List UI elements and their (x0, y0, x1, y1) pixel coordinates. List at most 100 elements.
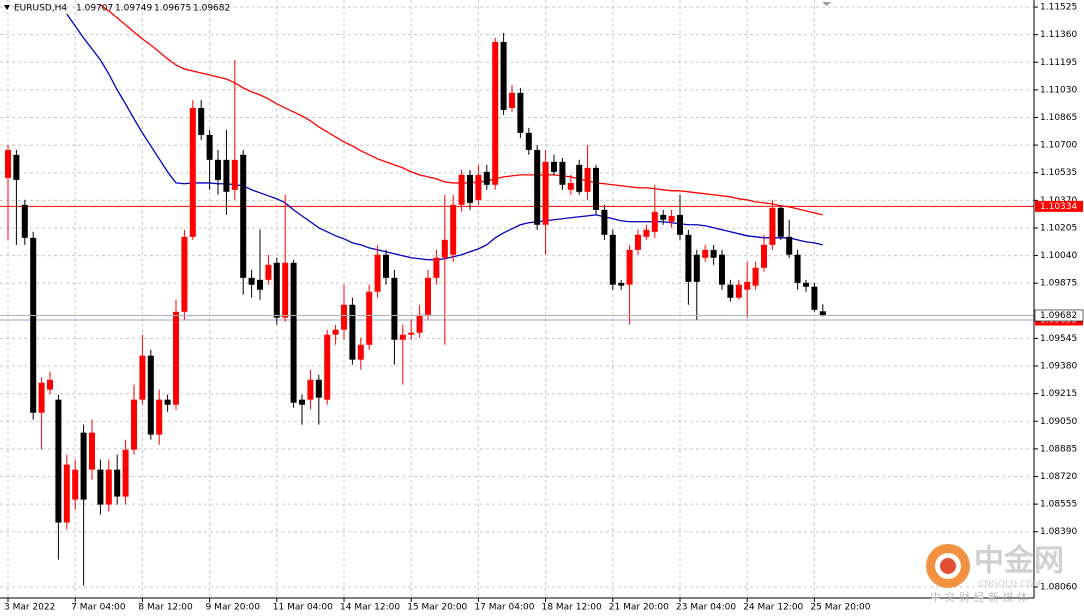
x-tick-label: 18 Mar 12:00 (542, 603, 602, 613)
y-tick-label: 1.09215 (1040, 389, 1077, 399)
candle-body (710, 249, 717, 258)
x-tick-label: 21 Mar 20:00 (609, 603, 669, 613)
candle-body (156, 399, 163, 435)
candle-body (139, 355, 146, 400)
candle-body (483, 171, 490, 185)
candle-body (408, 332, 415, 335)
candle-body (450, 204, 457, 255)
candle-body (786, 236, 793, 255)
bid-label-box (1034, 309, 1084, 322)
y-tick-label: 1.08720 (1040, 472, 1077, 482)
candle-body (89, 432, 95, 470)
candle-body (425, 277, 431, 315)
candle-body (198, 107, 205, 135)
x-tick-label: 11 Mar 04:00 (273, 603, 333, 613)
y-tick-label: 1.11195 (1040, 58, 1077, 68)
candle-body (366, 291, 373, 345)
candle-body (685, 234, 692, 282)
bid-label: 1.09682 (1040, 311, 1077, 321)
candle-body (341, 304, 347, 330)
candle-body (357, 344, 364, 360)
candle-body (189, 107, 196, 237)
candle-body (131, 399, 137, 450)
y-tick-label: 1.10205 (1040, 223, 1077, 233)
y-tick-label: 1.11030 (1040, 85, 1077, 95)
candle-body (72, 469, 79, 500)
candle-body (122, 449, 129, 497)
candle-body (643, 229, 650, 237)
candle-body (559, 161, 566, 185)
candle-body (349, 304, 356, 360)
plot-area (0, 0, 1034, 598)
candle-body (315, 379, 322, 398)
candle-body (651, 211, 658, 232)
y-tick-label: 1.10040 (1040, 251, 1077, 261)
candle-body (626, 249, 633, 285)
candle-body (38, 382, 45, 413)
y-tick-label: 1.11525 (1040, 3, 1077, 13)
candle-body (391, 277, 398, 340)
candle-body (273, 262, 280, 318)
candle-body (492, 42, 499, 185)
y-tick-label: 1.10700 (1040, 141, 1077, 151)
x-tick-label: 24 Mar 12:00 (743, 603, 803, 613)
candle-body (475, 174, 482, 200)
candle-body (307, 379, 314, 400)
y-tick-label: 1.08555 (1040, 500, 1077, 510)
candle-body (458, 174, 465, 205)
y-tick-label: 1.09380 (1040, 362, 1077, 372)
candle-body (97, 469, 104, 505)
candle-body (551, 161, 557, 172)
y-tick-label: 1.09545 (1040, 334, 1077, 344)
y-tick-label: 1.09875 (1040, 279, 1077, 289)
x-tick-label: 23 Mar 04:00 (676, 603, 736, 613)
x-tick-label: 15 Mar 20:00 (407, 603, 467, 613)
x-tick-label: 8 Mar 12:00 (138, 603, 193, 613)
candle-body (509, 92, 515, 108)
candle-body (399, 334, 406, 340)
candle-body (282, 262, 289, 318)
candle-body (467, 174, 473, 203)
watermark-tagline: 中 文 财 经 新 媒 体 (930, 590, 1028, 604)
x-tick-label: 17 Mar 04:00 (474, 603, 534, 613)
candle-body (761, 244, 767, 268)
candle-body (811, 286, 818, 310)
candle-body (542, 161, 549, 225)
candle-body (517, 92, 524, 133)
candle-body (257, 279, 263, 290)
header: EURUSD,H4 1.09707 1.09749 1.09675 1.0968… (4, 4, 230, 14)
candle-body (618, 282, 625, 286)
candle-body (794, 254, 801, 283)
x-tick-label: 9 Mar 20:00 (206, 603, 261, 613)
candle-body (677, 214, 683, 235)
candle-body (30, 237, 37, 413)
y-tick-label: 1.08885 (1040, 444, 1077, 454)
candle-body (55, 399, 62, 523)
candle-body (80, 432, 87, 500)
y-tick-label: 1.10370 (1040, 196, 1077, 206)
x-tick-label: 7 Mar 04:00 (71, 603, 126, 613)
candle-body (299, 399, 305, 405)
candle-body (441, 239, 448, 258)
x-tick-label: 3 Mar 2022 (4, 603, 55, 613)
candle-body (693, 254, 700, 282)
candle-body (416, 314, 423, 333)
candle-body (290, 262, 297, 403)
candle-body (324, 334, 331, 400)
candle-body (525, 132, 532, 150)
candle-body (223, 159, 230, 192)
candle-body (752, 267, 759, 286)
candle-body (744, 281, 751, 290)
shift-marker (822, 2, 831, 6)
candle-body (567, 182, 574, 190)
header-arrow (4, 5, 10, 10)
candle-body (21, 204, 28, 238)
candle-body (63, 464, 70, 523)
y-tick-label: 1.11360 (1040, 30, 1077, 40)
watermark-brand: 中金网 (974, 544, 1064, 579)
header-close: 1.09682 (193, 4, 230, 14)
header-high: 1.09749 (115, 4, 152, 14)
y-tick-label: 1.08390 (1040, 527, 1077, 537)
header-open: 1.09707 (76, 4, 113, 14)
